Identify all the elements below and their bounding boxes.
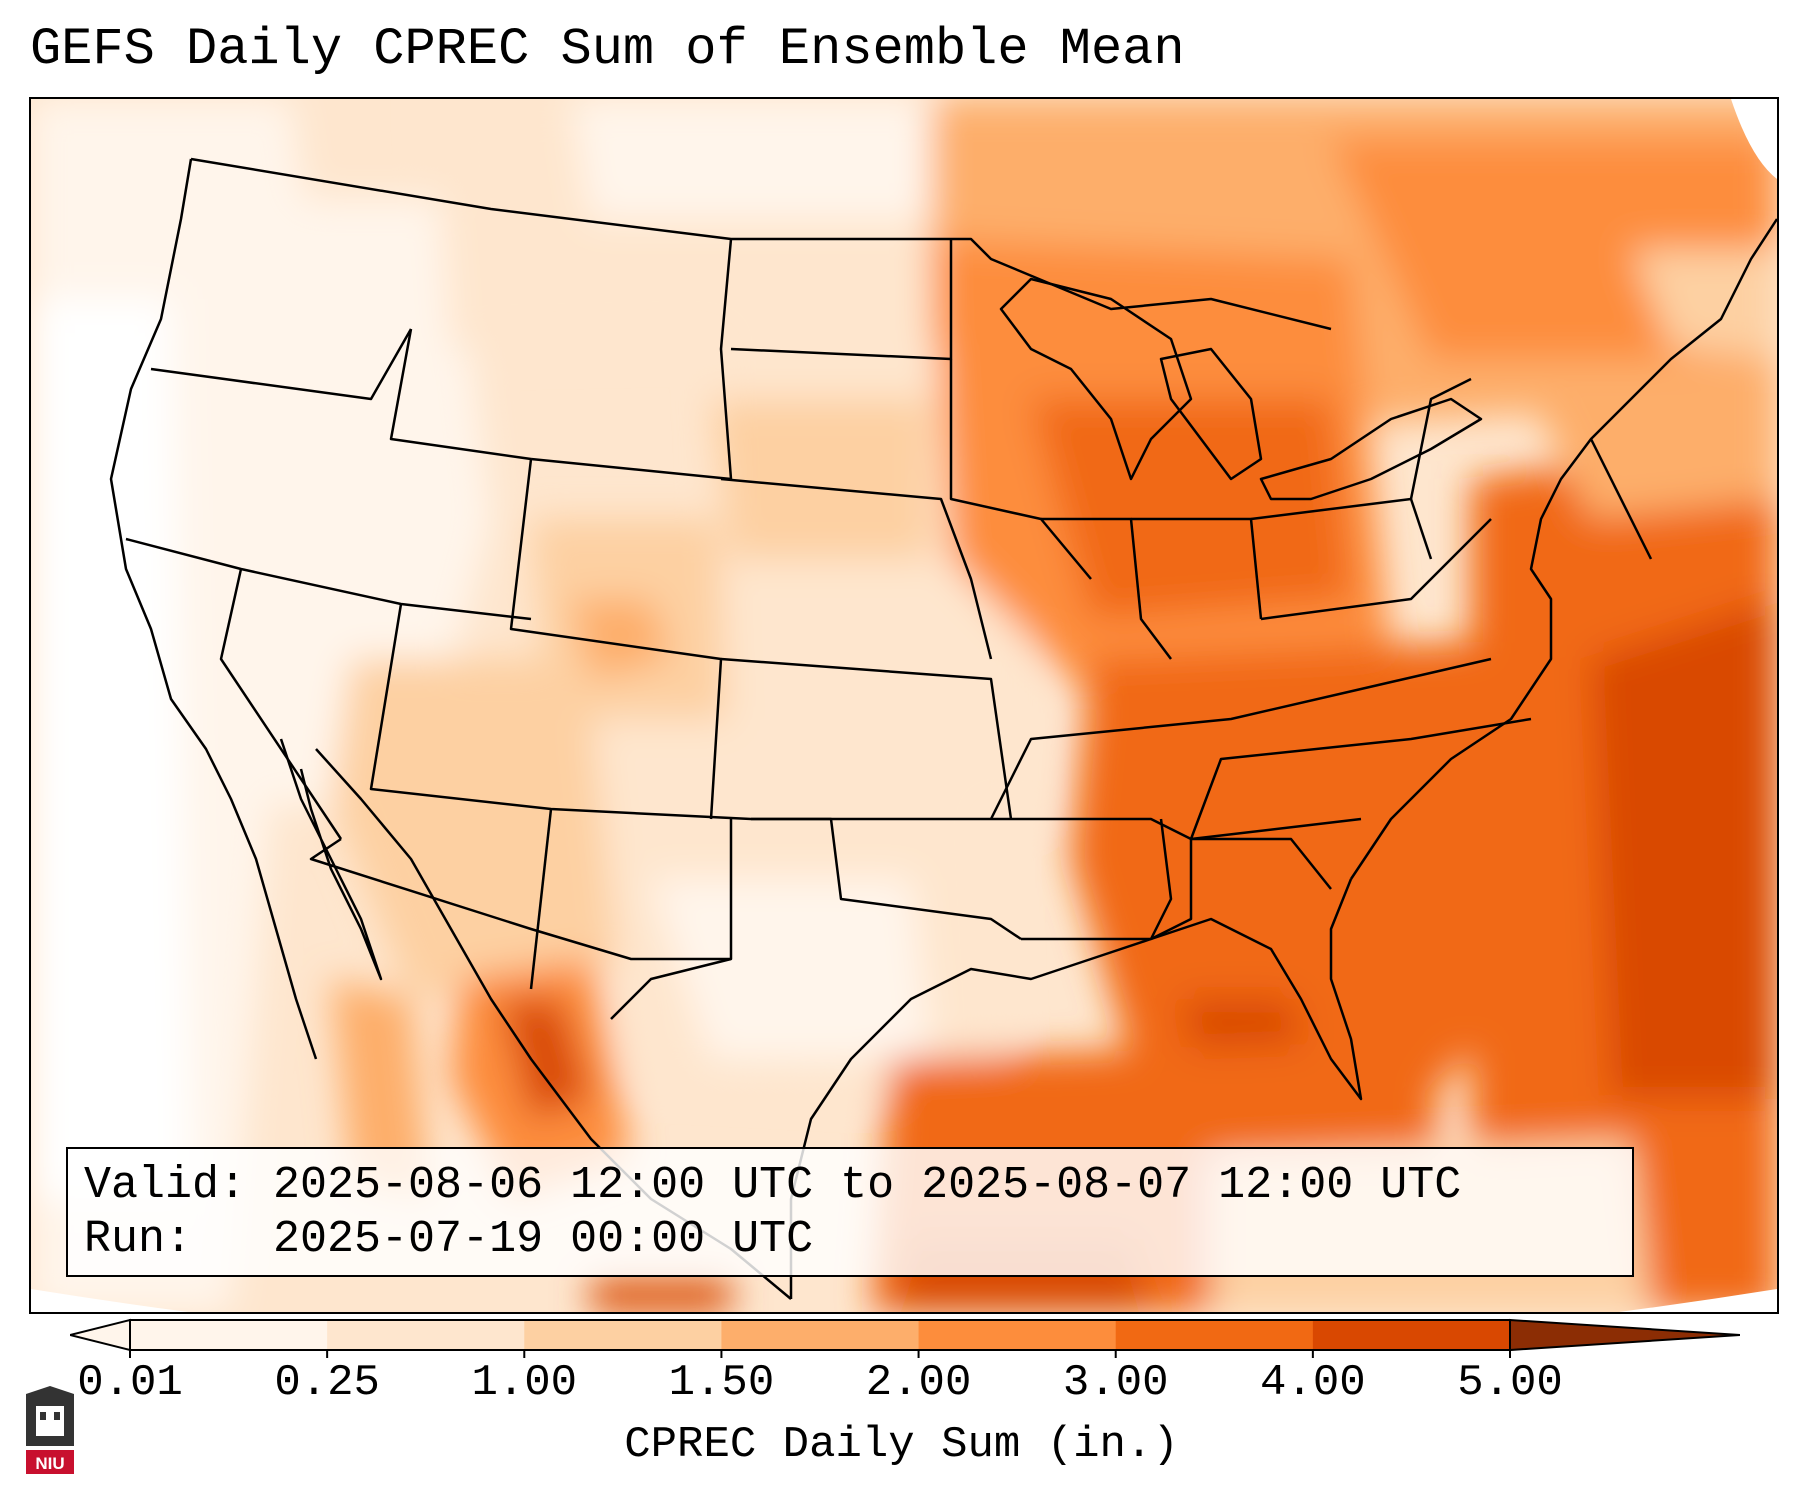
colorbar-tick-label: 4.00 <box>1260 1358 1366 1408</box>
colorbar-tick-label: 5.00 <box>1457 1358 1563 1408</box>
colorbar-border <box>129 1319 1511 1351</box>
valid-time-text: Valid: 2025-08-06 12:00 UTC to 2025-08-0… <box>84 1160 1462 1211</box>
colorbar-tick-label: 1.50 <box>668 1358 775 1408</box>
map-canvas <box>31 99 1777 1312</box>
colorbar-min-extension <box>70 1318 131 1352</box>
precipitation-map <box>29 97 1779 1314</box>
colorbar-segment <box>918 1320 1117 1350</box>
colorbar-segment <box>130 1320 329 1350</box>
map-title: GEFS Daily CPREC Sum of Ensemble Mean <box>30 20 1185 79</box>
colorbar-segment <box>524 1320 723 1350</box>
colorbar-segment <box>1312 1320 1511 1350</box>
colorbar-label: CPREC Daily Sum (in.) <box>624 1420 1179 1470</box>
colorbar-segment <box>1115 1320 1314 1350</box>
boundary-lines <box>109 157 1777 1300</box>
niu-castle-logo-icon: NIU <box>26 1386 74 1474</box>
colorbar-ticks <box>129 1350 1511 1358</box>
colorbar-tick-label: 0.01 <box>77 1358 183 1408</box>
valid-run-info-box: Valid: 2025-08-06 12:00 UTC to 2025-08-0… <box>66 1147 1634 1277</box>
colorbar <box>70 1318 1740 1358</box>
colorbar-segments <box>70 1318 1740 1352</box>
colorbar-segment <box>721 1320 920 1350</box>
logo-text: NIU <box>35 1454 64 1473</box>
colorbar-tick-label: 1.00 <box>471 1358 578 1408</box>
colorbar-segment <box>327 1320 526 1350</box>
colorbar-tick-label: 2.00 <box>865 1358 972 1408</box>
colorbar-tick-label: 0.25 <box>274 1358 380 1408</box>
run-time-text: Run: 2025-07-19 00:00 UTC <box>84 1214 814 1265</box>
colorbar-tick-label: 3.00 <box>1062 1358 1169 1408</box>
colorbar-max-extension <box>1509 1318 1740 1352</box>
logo-accent <box>26 1450 74 1474</box>
